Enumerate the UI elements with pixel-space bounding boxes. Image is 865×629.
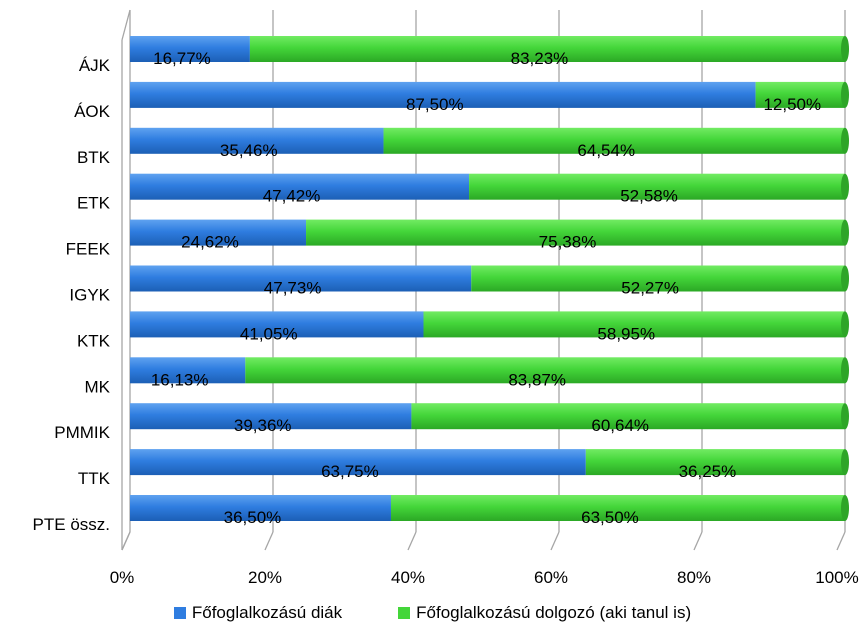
data-label-students: 63,75% xyxy=(321,462,379,481)
category-label: ÁOK xyxy=(74,102,111,121)
axis-wall-top xyxy=(121,9,131,41)
category-label: PMMIK xyxy=(54,423,110,442)
bar-students xyxy=(130,357,246,384)
data-label-students: 41,05% xyxy=(240,324,298,343)
bar-workers xyxy=(755,81,845,108)
bar-end-cap xyxy=(841,219,849,246)
data-label-students: 24,62% xyxy=(181,233,239,252)
chart-bars xyxy=(130,36,849,521)
legend-label-students: Főfoglalkozású diák xyxy=(191,603,343,622)
legend-label-workers: Főfoglalkozású dolgozó (aki tanul is) xyxy=(416,603,692,622)
data-label-workers: 60,64% xyxy=(591,416,649,435)
bar-workers xyxy=(471,265,845,292)
data-label-workers: 64,54% xyxy=(577,141,635,160)
data-label-students: 47,73% xyxy=(264,279,322,298)
bar-end-cap xyxy=(841,81,849,108)
chart-legend: Főfoglalkozású diák Főfoglalkozású dolgo… xyxy=(0,600,865,626)
data-label-workers: 63,50% xyxy=(581,508,639,527)
bar-workers xyxy=(585,449,845,476)
data-label-workers: 83,87% xyxy=(508,370,566,389)
bar-end-cap xyxy=(841,173,849,200)
x-tick-label: 80% xyxy=(677,568,711,587)
bar-students xyxy=(130,81,756,108)
bar-workers xyxy=(469,173,845,200)
chart-labels: 0% 20% 40% 60% 80% 100% ÁJK 16,77% 83,23% ÁOK 87,5… xyxy=(33,49,859,587)
data-label-workers: 52,27% xyxy=(621,279,679,298)
axis-floor-corner xyxy=(121,531,131,551)
bar-end-cap xyxy=(841,495,849,521)
bar-workers xyxy=(306,219,846,246)
x-tick-label: 60% xyxy=(534,568,568,587)
gridline-floor xyxy=(407,531,417,551)
bar-end-cap xyxy=(841,403,849,430)
x-tick-label: 40% xyxy=(391,568,425,587)
gridline-floor xyxy=(550,531,560,551)
bar-end-cap xyxy=(841,311,849,338)
bar-end-cap xyxy=(841,36,849,62)
category-label: ETK xyxy=(77,194,111,213)
category-label: KTK xyxy=(77,331,111,350)
data-label-workers: 12,50% xyxy=(763,95,821,114)
bar-students xyxy=(130,311,424,338)
bar-workers xyxy=(245,357,846,384)
bar-students xyxy=(130,173,470,200)
bar-end-cap xyxy=(841,265,849,292)
category-label: MK xyxy=(85,377,111,396)
category-label: FEEK xyxy=(66,240,111,259)
bar-end-cap xyxy=(841,127,849,154)
bar-workers xyxy=(423,311,845,338)
bar-students xyxy=(130,127,384,154)
data-label-students: 39,36% xyxy=(234,416,292,435)
data-label-students: 16,77% xyxy=(153,49,211,68)
bar-workers xyxy=(249,36,845,62)
legend-item-students: Főfoglalkozású diák xyxy=(173,603,343,623)
data-label-workers: 52,58% xyxy=(620,187,678,206)
bar-end-cap xyxy=(841,357,849,384)
data-label-students: 47,42% xyxy=(263,187,321,206)
bar-workers xyxy=(411,403,845,430)
data-label-workers: 75,38% xyxy=(539,233,597,252)
category-label: PTE össz. xyxy=(33,515,110,534)
bar-students xyxy=(130,449,586,476)
category-label: TTK xyxy=(78,469,111,488)
bar-students xyxy=(130,265,472,292)
bar-workers xyxy=(390,495,845,521)
category-label: ÁJK xyxy=(79,56,111,75)
data-label-students: 16,13% xyxy=(151,370,209,389)
gridline-floor xyxy=(264,531,274,551)
x-tick-label: 20% xyxy=(248,568,282,587)
legend-swatch-workers xyxy=(398,607,411,619)
x-tick-label: 0% xyxy=(110,568,135,587)
gridline-floor xyxy=(693,531,703,551)
x-tick-label: 100% xyxy=(815,568,858,587)
bar-students xyxy=(130,403,412,430)
data-label-workers: 36,25% xyxy=(679,462,737,481)
data-label-students: 35,46% xyxy=(220,141,278,160)
bar-end-cap xyxy=(841,449,849,476)
bar-students xyxy=(130,495,391,521)
data-label-workers: 58,95% xyxy=(597,324,655,343)
category-label: BTK xyxy=(77,148,111,167)
stacked-bar-chart: 0% 20% 40% 60% 80% 100% ÁJK 16,77% 83,23% ÁOK 87,5… xyxy=(33,9,859,587)
legend-swatch-students xyxy=(173,607,186,619)
data-label-students: 36,50% xyxy=(224,508,282,527)
data-label-workers: 83,23% xyxy=(511,49,569,68)
bar-workers xyxy=(383,127,845,154)
category-label: IGYK xyxy=(69,286,110,305)
legend-item-workers: Főfoglalkozású dolgozó (aki tanul is) xyxy=(398,603,691,623)
data-label-students: 87,50% xyxy=(406,95,464,114)
bar-students xyxy=(130,219,307,246)
bar-students xyxy=(130,36,250,62)
gridline-floor xyxy=(836,531,846,551)
